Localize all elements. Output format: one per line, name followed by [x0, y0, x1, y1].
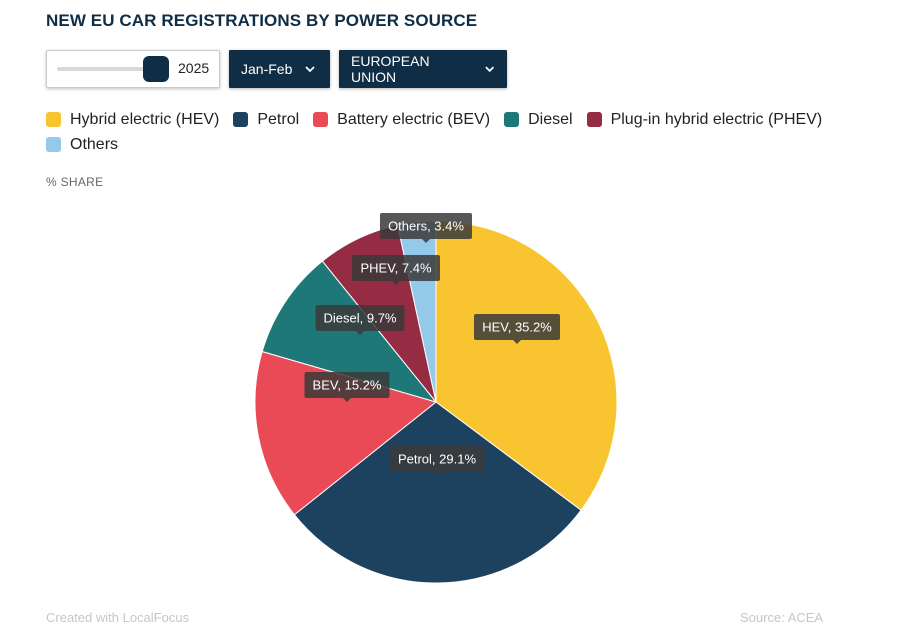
legend-label: Battery electric (BEV) — [337, 110, 491, 128]
svg-text:HEV, 35.2%: HEV, 35.2% — [482, 320, 552, 335]
unit-label: % SHARE — [46, 175, 104, 189]
period-dropdown[interactable]: Jan-Feb — [229, 50, 330, 88]
slice-label-hev: HEV, 35.2% — [474, 314, 560, 344]
slice-label-diesel: Diesel, 9.7% — [315, 305, 405, 335]
legend-item[interactable]: Diesel — [504, 110, 573, 129]
svg-text:Petrol, 29.1%: Petrol, 29.1% — [398, 452, 476, 467]
legend-item[interactable]: Plug-in hybrid electric (PHEV) — [586, 110, 823, 129]
legend-swatch — [46, 112, 61, 127]
slider-handle[interactable] — [143, 56, 169, 82]
slice-label-petrol: Petrol, 29.1% — [389, 446, 485, 476]
pie-slice-diesel[interactable] — [261, 260, 438, 403]
pie-slice-bev[interactable] — [254, 350, 438, 516]
legend-swatch — [504, 112, 520, 127]
region-dropdown-label: EUROPEAN UNION — [351, 53, 430, 85]
legend-label: Hybrid electric (HEV) — [70, 110, 220, 128]
legend-swatch — [233, 112, 249, 127]
controls-bar: 2025 Jan-Feb EUROPEAN UNION — [46, 50, 507, 88]
chart-title: NEW EU CAR REGISTRATIONS BY POWER SOURCE — [46, 11, 478, 30]
legend-swatch — [46, 137, 61, 152]
legend-label: Petrol — [257, 110, 300, 128]
svg-text:BEV, 15.2%: BEV, 15.2% — [313, 378, 382, 393]
year-value: 2025 — [178, 60, 210, 76]
legend-item[interactable]: Petrol — [233, 110, 299, 129]
year-slider[interactable]: 2025 — [46, 50, 220, 88]
chevron-down-icon — [484, 66, 494, 73]
credit-link[interactable]: Created with LocalFocus — [46, 610, 190, 625]
legend-item[interactable]: Battery electric (BEV) — [313, 110, 490, 129]
slice-label-bev: BEV, 15.2% — [304, 372, 390, 402]
source-note: Source: ACEA — [740, 610, 824, 625]
pie-slice-petrol[interactable] — [293, 401, 582, 584]
legend-swatch — [586, 112, 602, 127]
slice-label-others: Others, 3.4% — [380, 213, 472, 243]
region-dropdown[interactable]: EUROPEAN UNION — [339, 50, 507, 88]
legend-item[interactable]: Hybrid electric (HEV) — [46, 110, 219, 129]
legend-item[interactable]: Others — [46, 135, 118, 154]
chevron-down-icon — [305, 66, 315, 73]
period-dropdown-label: Jan-Feb — [241, 61, 293, 77]
svg-text:Others, 3.4%: Others, 3.4% — [388, 219, 464, 234]
pie-slice-hev[interactable] — [435, 220, 618, 511]
svg-text:Diesel, 9.7%: Diesel, 9.7% — [324, 311, 397, 326]
svg-text:PHEV, 7.4%: PHEV, 7.4% — [360, 261, 432, 276]
legend: Hybrid electric (HEV) Petrol Battery elect… — [46, 110, 836, 154]
legend-label: Plug-in hybrid electric (PHEV) — [610, 110, 823, 128]
legend-label: Diesel — [528, 110, 573, 128]
legend-swatch — [313, 112, 329, 127]
slider-track[interactable] — [57, 67, 153, 71]
legend-label: Others — [70, 135, 119, 153]
slice-label-phev: PHEV, 7.4% — [352, 255, 440, 285]
